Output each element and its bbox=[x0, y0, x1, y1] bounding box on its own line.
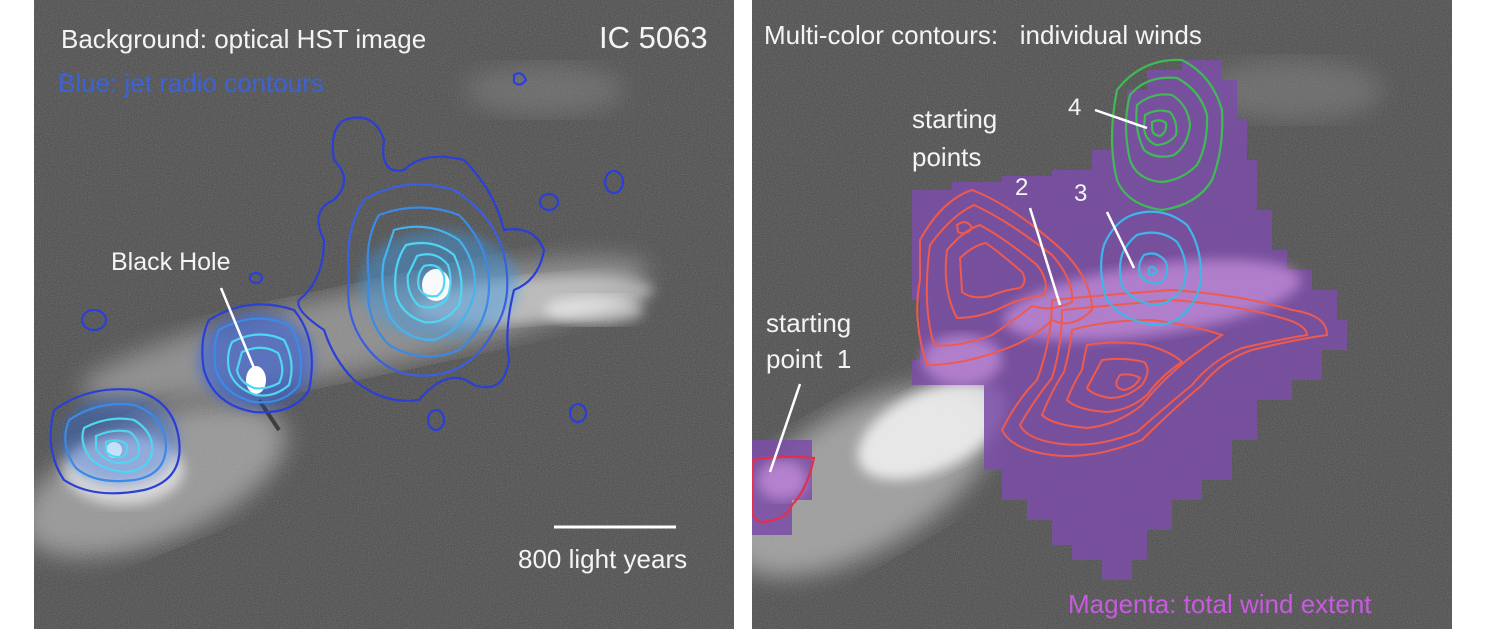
wind-1-contours bbox=[752, 455, 816, 524]
wind-contours-image bbox=[752, 0, 1452, 629]
black-hole-pointer-line bbox=[219, 287, 256, 369]
galaxy-optical-glow bbox=[752, 60, 1382, 577]
starting-point-1-label-line1: starting bbox=[766, 308, 852, 338]
label-pointer-lines bbox=[768, 108, 1148, 473]
total-wind-extent-legend: Magenta: total wind extent bbox=[1068, 589, 1372, 619]
contours-caption: Multi-color contours: individual winds bbox=[764, 20, 1202, 50]
hst-radio-image bbox=[34, 0, 734, 629]
starting-points-label-line2: points bbox=[912, 142, 982, 172]
wind-3-label: 3 bbox=[1074, 180, 1088, 207]
scale-bar-label: 800 light years bbox=[518, 544, 688, 574]
wind-2-contours bbox=[916, 188, 1329, 457]
hst-radio-panel: Background: optical HST image IC 5063 Bl… bbox=[34, 0, 734, 629]
wind-contours-panel: Multi-color contours: individual winds s… bbox=[752, 0, 1452, 629]
jet-radio-contours bbox=[49, 72, 625, 495]
jet-contours-legend: Blue: jet radio contours bbox=[58, 68, 324, 98]
wind-4-contours bbox=[1110, 58, 1224, 212]
wind-4-label: 4 bbox=[1068, 94, 1082, 121]
wind-2-label: 2 bbox=[1015, 174, 1029, 201]
starting-points-label-line1: starting bbox=[912, 104, 998, 134]
background-caption: Background: optical HST image bbox=[61, 24, 427, 54]
object-name: IC 5063 bbox=[599, 20, 708, 55]
black-hole-label: Black Hole bbox=[111, 248, 231, 276]
starting-point-1-label-line2: point 1 bbox=[766, 344, 852, 374]
